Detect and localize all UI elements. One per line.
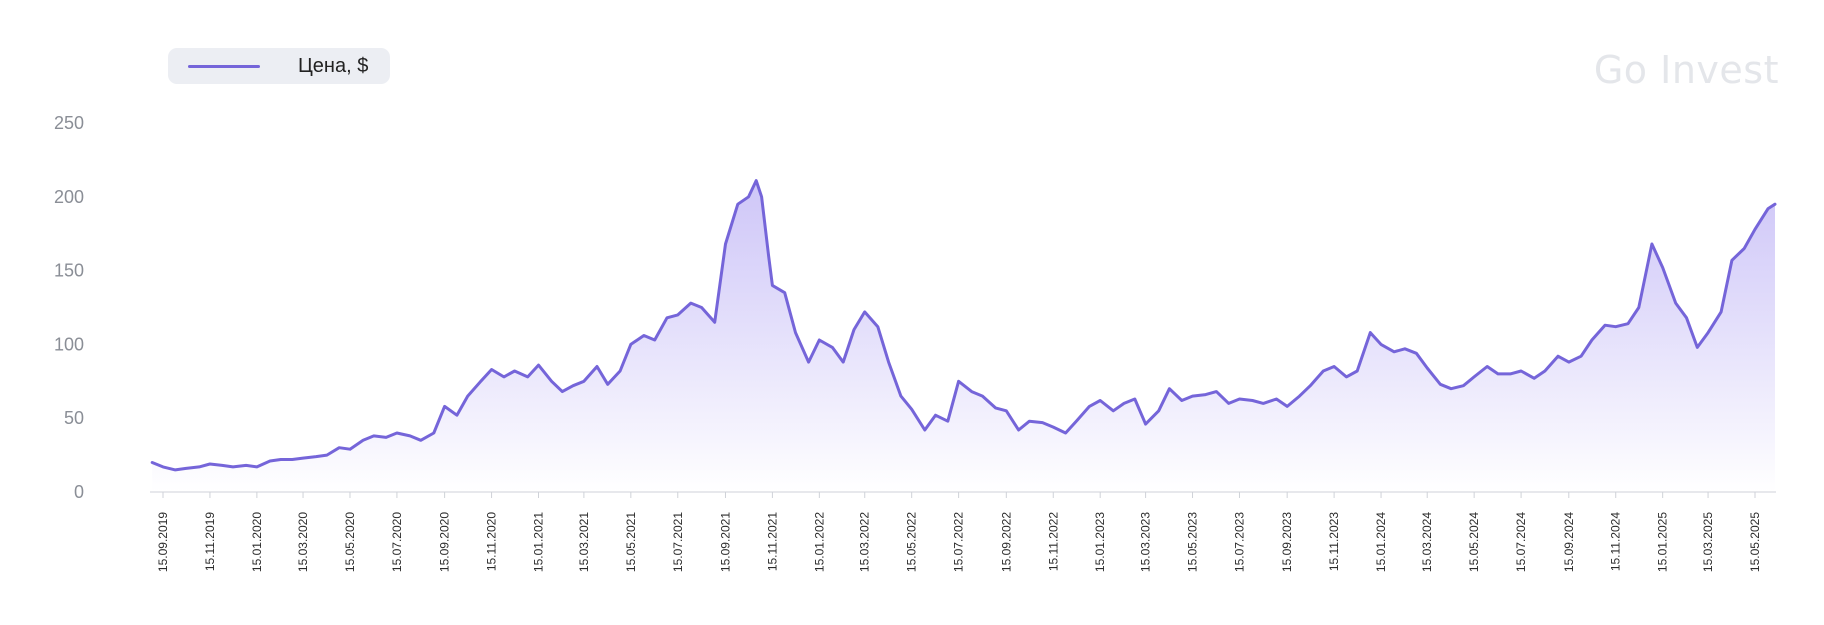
x-tick-label: 15.11.2021 xyxy=(765,512,779,571)
x-tick-label: 15.09.2019 xyxy=(156,512,170,572)
x-tick-label: 15.09.2020 xyxy=(438,512,452,572)
y-tick-label: 150 xyxy=(54,261,84,281)
price-area-fill xyxy=(152,180,1776,492)
x-tick-label: 15.05.2024 xyxy=(1467,512,1481,572)
x-tick-label: 15.01.2025 xyxy=(1656,512,1670,572)
y-tick-label: 200 xyxy=(54,187,84,207)
x-tick-label: 15.11.2022 xyxy=(1046,512,1060,571)
x-tick-label: 15.03.2021 xyxy=(577,512,591,572)
x-tick-label: 15.03.2022 xyxy=(858,512,872,572)
y-tick-label: 0 xyxy=(74,482,84,502)
x-tick-label: 15.03.2023 xyxy=(1139,512,1153,572)
x-tick-label: 15.09.2022 xyxy=(999,512,1013,572)
x-tick-label: 15.07.2023 xyxy=(1233,512,1247,572)
x-tick-label: 15.01.2024 xyxy=(1374,512,1388,572)
x-tick-label: 15.11.2024 xyxy=(1609,512,1623,571)
x-tick-label: 15.01.2023 xyxy=(1093,512,1107,572)
x-tick-label: 15.03.2024 xyxy=(1420,512,1434,572)
x-tick-label: 15.01.2020 xyxy=(250,512,264,572)
x-tick-label: 15.07.2024 xyxy=(1514,512,1528,572)
x-tick-label: 15.03.2025 xyxy=(1701,512,1715,572)
x-tick-label: 15.05.2022 xyxy=(905,512,919,572)
x-tick-label: 15.07.2021 xyxy=(671,512,685,572)
y-tick-label: 100 xyxy=(54,334,84,354)
x-tick-label: 15.09.2024 xyxy=(1562,512,1576,572)
x-tick-label: 15.09.2023 xyxy=(1280,512,1294,572)
x-tick-label: 15.05.2020 xyxy=(343,512,357,572)
x-tick-label: 15.11.2020 xyxy=(485,512,499,571)
legend[interactable]: Цена, $ xyxy=(168,48,390,84)
legend-line-swatch xyxy=(188,64,260,68)
x-tick-label: 15.01.2021 xyxy=(532,512,546,572)
x-tick-label: 15.07.2020 xyxy=(390,512,404,572)
watermark-logo: Go Invest xyxy=(1593,48,1779,92)
x-tick-label: 15.03.2020 xyxy=(296,512,310,572)
x-tick-label: 15.07.2022 xyxy=(952,512,966,572)
y-tick-label: 50 xyxy=(64,408,84,428)
y-tick-label: 250 xyxy=(54,113,84,133)
x-tick-label: 15.01.2022 xyxy=(812,512,826,572)
legend-label: Цена, $ xyxy=(298,54,369,77)
x-tick-label: 15.11.2019 xyxy=(203,512,217,571)
x-tick-label: 15.05.2025 xyxy=(1748,512,1762,572)
price-series-line xyxy=(150,179,1777,472)
x-tick-label: 15.09.2021 xyxy=(719,512,733,572)
x-tick-label: 15.11.2023 xyxy=(1327,512,1341,571)
x-tick-label: 15.05.2021 xyxy=(624,512,638,572)
x-tick-label: 15.05.2023 xyxy=(1186,512,1200,572)
